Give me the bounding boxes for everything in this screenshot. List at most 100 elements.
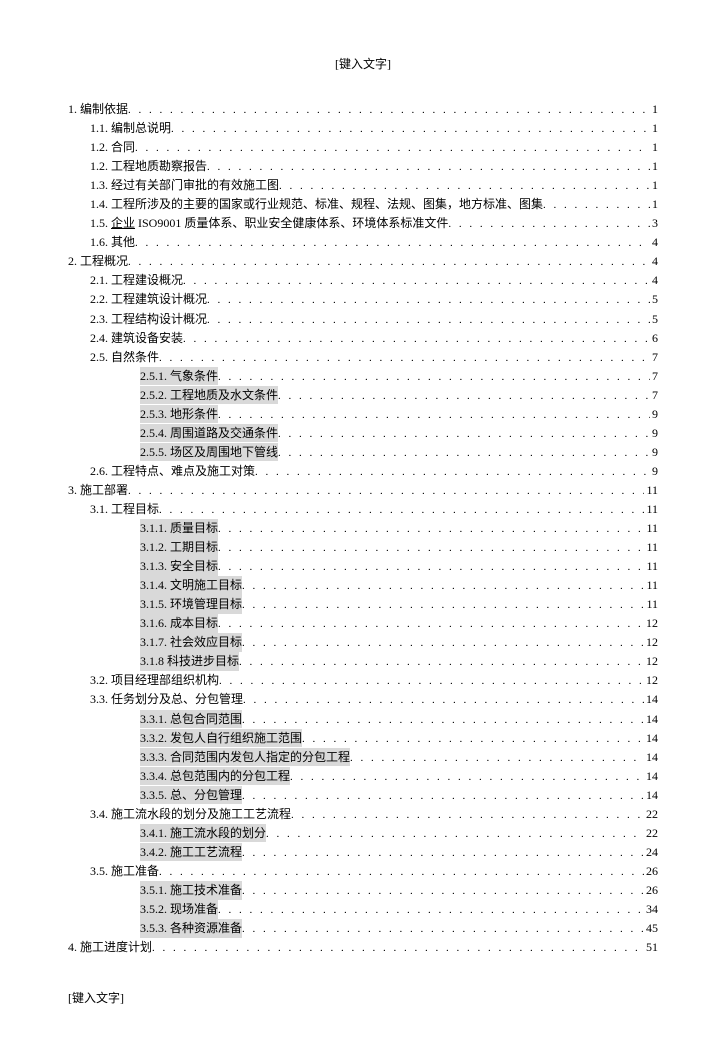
toc-leader-dots	[128, 483, 644, 500]
toc-label: 3.5.1. 施工技术准备	[140, 881, 242, 900]
toc-entry: 3.3. 任务划分及总、分包管理14	[68, 690, 658, 709]
toc-page-number: 12	[644, 614, 658, 633]
toc-label: 1.3. 经过有关部门审批的有效施工图	[90, 176, 279, 195]
toc-page-number: 1	[650, 119, 658, 138]
toc-leader-dots	[239, 654, 644, 671]
toc-page-number: 14	[644, 729, 658, 748]
toc-leader-dots	[243, 692, 644, 709]
toc-entry: 2. 工程概况4	[68, 252, 658, 271]
toc-page-number: 22	[644, 805, 658, 824]
toc-leader-dots	[207, 159, 650, 176]
toc-label: 2.4. 建筑设备安装	[90, 329, 183, 348]
toc-entry: 2.5.2. 工程地质及水文条件 7	[68, 386, 658, 405]
toc-label: 1.1. 编制总说明	[90, 119, 171, 138]
toc-page-number: 7	[650, 367, 658, 386]
toc-label: 2.5.5. 场区及周围地下管线	[140, 443, 278, 462]
toc-label: 3.1.8 科技进步目标	[140, 652, 239, 671]
toc-page-number: 5	[650, 310, 658, 329]
toc-leader-dots	[159, 350, 650, 367]
toc-label: 2.5.3. 地形条件	[140, 405, 218, 424]
toc-label: 3.1.1. 质量目标	[140, 519, 218, 538]
toc-label: 3.3.4. 总包范围内的分包工程	[140, 767, 290, 786]
toc-entry: 3.5.1. 施工技术准备 26	[68, 881, 658, 900]
toc-label: 1.4. 工程所涉及的主要的国家或行业规范、标准、规程、法规、图集，地方标准、图…	[90, 195, 543, 214]
toc-leader-dots	[218, 540, 644, 557]
toc-page-number: 12	[644, 652, 658, 671]
toc-page-number: 34	[644, 900, 658, 919]
toc-page-number: 14	[644, 710, 658, 729]
toc-entry: 3.4. 施工流水段的划分及施工工艺流程 22	[68, 805, 658, 824]
toc-label: 2.5. 自然条件	[90, 348, 159, 367]
toc-label: 3.4.1. 施工流水段的划分	[140, 824, 266, 843]
toc-label: 3.4. 施工流水段的划分及施工工艺流程	[90, 805, 291, 824]
toc-leader-dots	[218, 521, 644, 538]
toc-page-number: 11	[644, 500, 658, 519]
toc-label: 2.3. 工程结构设计概况	[90, 310, 207, 329]
toc-page-number: 4	[650, 271, 658, 290]
table-of-contents: 1. 编制依据11.1. 编制总说明11.2. 合同11.2. 工程地质勘察报告…	[68, 100, 658, 957]
toc-entry: 3.5. 施工准备26	[68, 862, 658, 881]
toc-label: 3.1.6. 成本目标	[140, 614, 218, 633]
toc-entry: 2.1. 工程建设概况4	[68, 271, 658, 290]
toc-leader-dots	[242, 578, 644, 595]
toc-page-number: 6	[650, 329, 658, 348]
toc-entry: 3.3.5. 总、分包管理14	[68, 786, 658, 805]
toc-page-number: 3	[650, 214, 658, 233]
toc-entry: 3.4.2. 施工工艺流程24	[68, 843, 658, 862]
toc-entry: 2.4. 建筑设备安装 6	[68, 329, 658, 348]
toc-leader-dots	[218, 902, 644, 919]
toc-entry: 2.5.1. 气象条件7	[68, 367, 658, 386]
toc-label: 2.5.2. 工程地质及水文条件	[140, 386, 278, 405]
toc-label: 1. 编制依据	[68, 100, 128, 119]
toc-page-number: 14	[644, 690, 658, 709]
toc-page-number: 11	[644, 538, 658, 557]
toc-entry: 3.1.2. 工期目标 11	[68, 538, 658, 557]
toc-entry: 3.1.7. 社会效应目标12	[68, 633, 658, 652]
toc-page-number: 14	[644, 786, 658, 805]
toc-leader-dots	[290, 769, 644, 786]
toc-leader-dots	[291, 807, 644, 824]
toc-page-number: 7	[650, 386, 658, 405]
toc-entry: 4. 施工进度计划51	[68, 938, 658, 957]
toc-leader-dots	[242, 788, 644, 805]
toc-entry: 3.3.1. 总包合同范围14	[68, 710, 658, 729]
toc-label: 3.1.5. 环境管理目标	[140, 595, 242, 614]
toc-entry: 3.1.4. 文明施工目标11	[68, 576, 658, 595]
toc-label: 1.2. 工程地质勘察报告	[90, 157, 207, 176]
toc-leader-dots	[255, 464, 650, 481]
toc-entry: 3.3.4. 总包范围内的分包工程14	[68, 767, 658, 786]
toc-page-number: 1	[650, 138, 658, 157]
toc-label: 3. 施工部署	[68, 481, 128, 500]
toc-label: 3.3.2. 发包人自行组织施工范围	[140, 729, 302, 748]
toc-leader-dots	[171, 121, 650, 138]
toc-label: 3.1.2. 工期目标	[140, 538, 218, 557]
toc-leader-dots	[242, 712, 644, 729]
toc-leader-dots	[242, 597, 644, 614]
toc-entry: 1.3. 经过有关部门审批的有效施工图1	[68, 176, 658, 195]
toc-leader-dots	[218, 407, 650, 424]
toc-entry: 3.1.1. 质量目标11	[68, 519, 658, 538]
toc-label: 3.5.3. 各种资源准备	[140, 919, 242, 938]
toc-page-number: 11	[644, 576, 658, 595]
toc-page-number: 9	[650, 443, 658, 462]
toc-leader-dots	[159, 502, 644, 519]
toc-page-number: 45	[644, 919, 658, 938]
toc-page-number: 9	[650, 462, 658, 481]
toc-entry: 3.2. 项目经理部组织机构12	[68, 671, 658, 690]
toc-page-number: 26	[644, 881, 658, 900]
toc-leader-dots	[183, 273, 650, 290]
toc-leader-dots	[218, 559, 644, 576]
toc-entry: 1.1. 编制总说明 1	[68, 119, 658, 138]
toc-label: 3.5. 施工准备	[90, 862, 159, 881]
document-page: [键入文字] 1. 编制依据11.1. 编制总说明11.2. 合同11.2. 工…	[0, 0, 726, 1046]
toc-entry: 2.3. 工程结构设计概况 5	[68, 310, 658, 329]
toc-leader-dots	[302, 731, 644, 748]
toc-page-number: 51	[644, 938, 658, 957]
toc-entry: 1. 编制依据1	[68, 100, 658, 119]
toc-entry: 2.5. 自然条件7	[68, 348, 658, 367]
toc-leader-dots	[219, 673, 644, 690]
toc-entry: 2.5.5. 场区及周围地下管线 9	[68, 443, 658, 462]
toc-entry: 1.5. 企业 ISO9001 质量体系、职业安全健康体系、环境体系标准文件3	[68, 214, 658, 233]
toc-entry: 1.4. 工程所涉及的主要的国家或行业规范、标准、规程、法规、图集，地方标准、图…	[68, 195, 658, 214]
toc-entry: 3.4.1. 施工流水段的划分22	[68, 824, 658, 843]
